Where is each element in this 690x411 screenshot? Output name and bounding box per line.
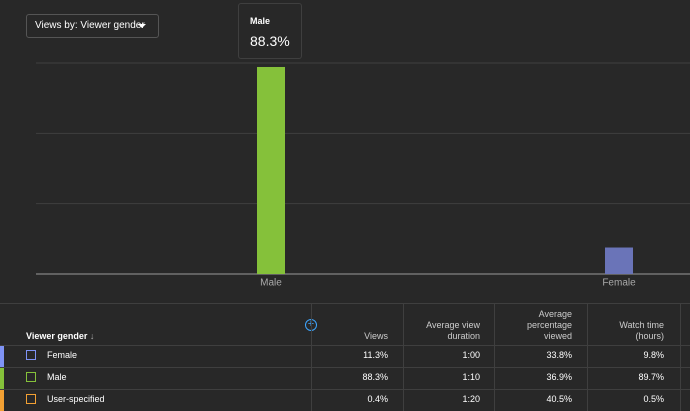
cell: 0.5% bbox=[643, 394, 664, 404]
cell: 89.7% bbox=[638, 372, 664, 382]
cell: 1:00 bbox=[462, 350, 480, 360]
cell: 11.3% bbox=[363, 350, 388, 360]
chart: Male Female bbox=[36, 62, 690, 289]
checkbox[interactable] bbox=[26, 372, 36, 382]
cell: 40.5% bbox=[546, 394, 572, 404]
row-label: Male bbox=[47, 372, 67, 382]
cell: 1:20 bbox=[462, 394, 480, 404]
row-color bbox=[0, 368, 4, 389]
sort-arrow: ↓ bbox=[89, 331, 95, 341]
checkbox[interactable] bbox=[26, 394, 36, 404]
checkbox[interactable] bbox=[26, 350, 36, 360]
tooltip-title: Male bbox=[250, 16, 271, 26]
column-divider bbox=[494, 303, 495, 411]
cell: 1:10 bbox=[462, 372, 480, 382]
header: Views bbox=[364, 331, 388, 341]
cell: 0.4% bbox=[367, 394, 388, 404]
header: Average view duration bbox=[426, 320, 480, 341]
dropdown-label: Views by: Viewer gender bbox=[35, 20, 145, 31]
row-border bbox=[0, 367, 690, 368]
row-label: Female bbox=[47, 350, 78, 360]
sort-header[interactable]: Viewer gender ↓ bbox=[26, 331, 94, 341]
column-divider bbox=[680, 303, 681, 411]
row-border bbox=[0, 345, 690, 346]
cell: 36.9% bbox=[546, 372, 572, 382]
row-border bbox=[0, 389, 690, 390]
row-color bbox=[0, 390, 4, 411]
header: Average percentage viewed bbox=[526, 309, 572, 341]
cell: 9.8% bbox=[643, 350, 664, 360]
cell: 33.8% bbox=[546, 350, 572, 360]
x-tick-label: Male bbox=[260, 278, 282, 289]
header: Viewer gender bbox=[26, 331, 88, 341]
cell: 88.3% bbox=[362, 372, 388, 382]
dropdown[interactable]: Views by: Viewer gender bbox=[26, 14, 159, 38]
tooltip-value: 88.3% bbox=[250, 33, 290, 49]
column-divider bbox=[403, 303, 404, 411]
bar bbox=[257, 66, 285, 274]
table-border bbox=[0, 303, 690, 304]
row-label: User-specified bbox=[47, 394, 105, 404]
x-tick-label: Female bbox=[602, 278, 636, 289]
tooltip: Male 88.3% bbox=[238, 3, 302, 59]
column-divider bbox=[587, 303, 588, 411]
row-color bbox=[0, 346, 4, 367]
header: Watch time (hours) bbox=[619, 320, 664, 341]
column-divider bbox=[311, 303, 312, 411]
caret bbox=[138, 24, 146, 28]
bar bbox=[605, 247, 633, 274]
